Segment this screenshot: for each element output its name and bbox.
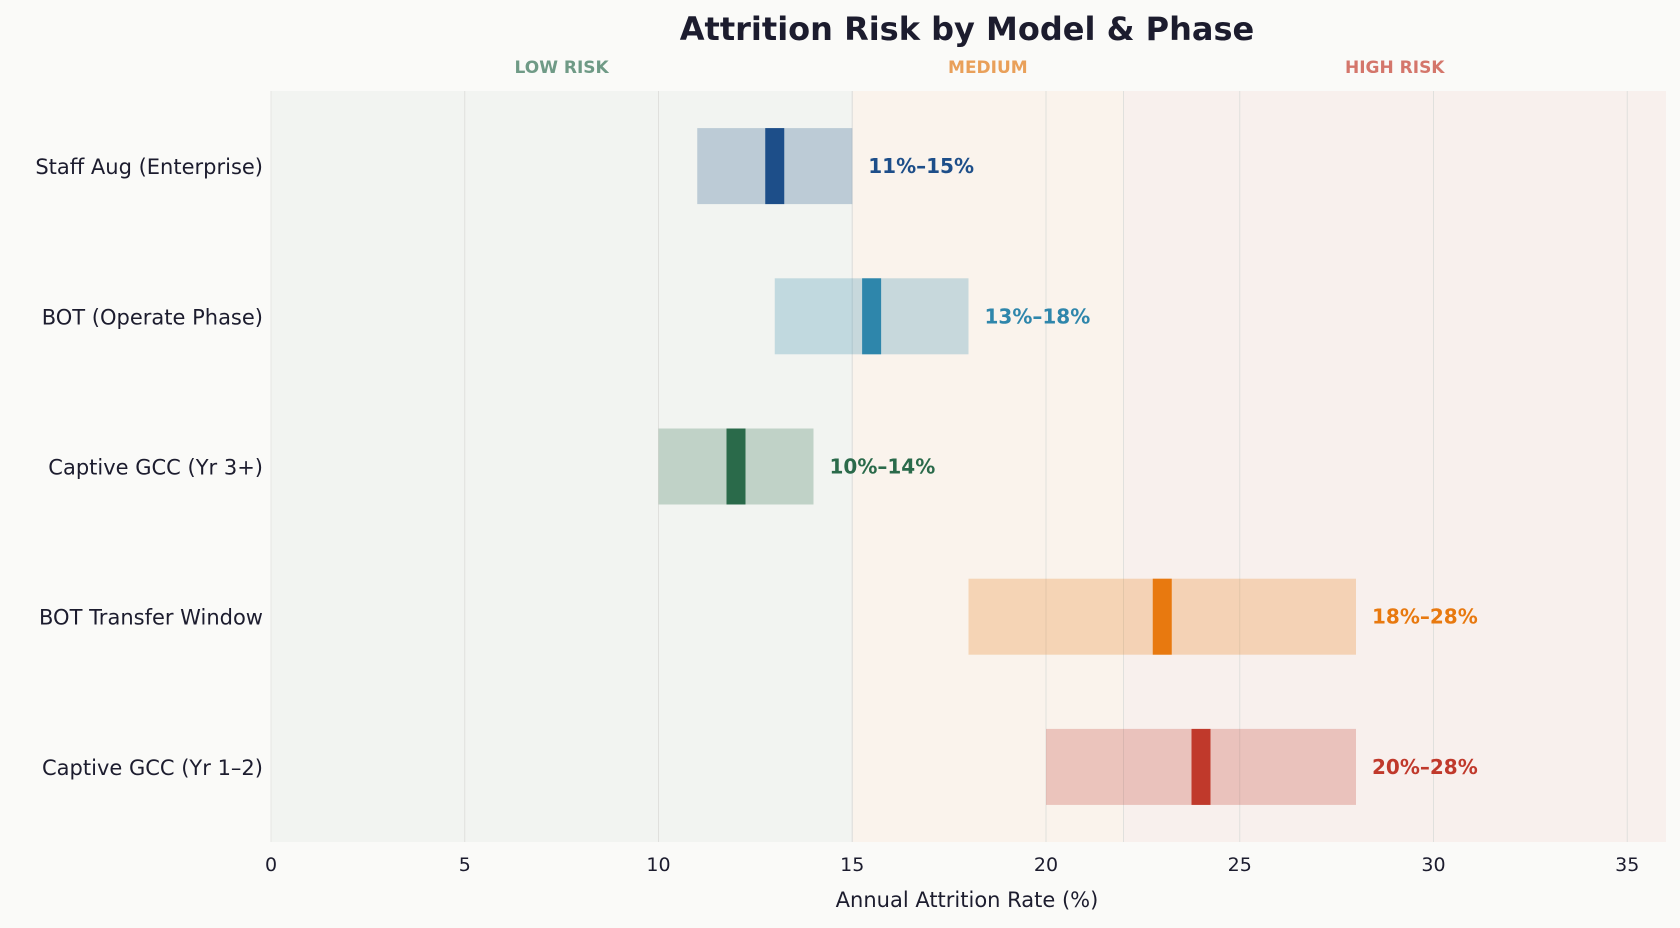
risk-zone-1 — [852, 91, 1124, 842]
range-data-label: 10%–14% — [830, 455, 936, 479]
x-tick-label-0: 0 — [265, 854, 277, 876]
x-tick-label-1: 5 — [459, 854, 471, 876]
x-axis-title: Annual Attrition Rate (%) — [836, 888, 1099, 912]
midpoint-marker — [1191, 728, 1211, 805]
midpoint-marker — [726, 428, 746, 505]
category-label: BOT (Operate Phase) — [42, 305, 263, 329]
x-tick-label-2: 10 — [646, 854, 670, 876]
labels: LOW RISK MEDIUM HIGH RISK 0 5 10 15 20 25 30 35 Sta… — [35, 58, 1639, 876]
risk-zone-0 — [271, 91, 853, 842]
range-data-label: 11%–15% — [868, 154, 974, 178]
range-data-label: 13%–18% — [985, 304, 1091, 328]
category-label: Captive GCC (Yr 3+) — [48, 456, 263, 480]
x-tick-label-4: 20 — [1034, 854, 1058, 876]
category-label: Captive GCC (Yr 1–2) — [42, 756, 263, 780]
x-tick-label-5: 25 — [1228, 854, 1252, 876]
gridlines — [270, 91, 1628, 842]
x-tick-label-6: 30 — [1421, 854, 1445, 876]
risk-zone-2 — [1123, 91, 1666, 842]
midpoint-marker — [765, 128, 785, 205]
range-bars — [658, 128, 1356, 805]
risk-zones — [271, 91, 1666, 842]
range-data-label: 20%–28% — [1372, 755, 1478, 779]
midpoint-marker — [1152, 578, 1172, 655]
risk-zone-label-1: MEDIUM — [948, 58, 1028, 78]
x-tick-label-7: 35 — [1615, 854, 1639, 876]
category-label: Staff Aug (Enterprise) — [35, 155, 263, 179]
risk-zone-label-2: HIGH RISK — [1345, 58, 1445, 78]
midpoint-marker — [862, 278, 882, 355]
category-label: BOT Transfer Window — [39, 606, 263, 630]
x-tick-label-3: 15 — [840, 854, 864, 876]
chart-title: Attrition Risk by Model & Phase — [680, 10, 1254, 48]
range-data-label: 18%–28% — [1372, 605, 1478, 629]
risk-zone-label-0: LOW RISK — [515, 58, 610, 78]
